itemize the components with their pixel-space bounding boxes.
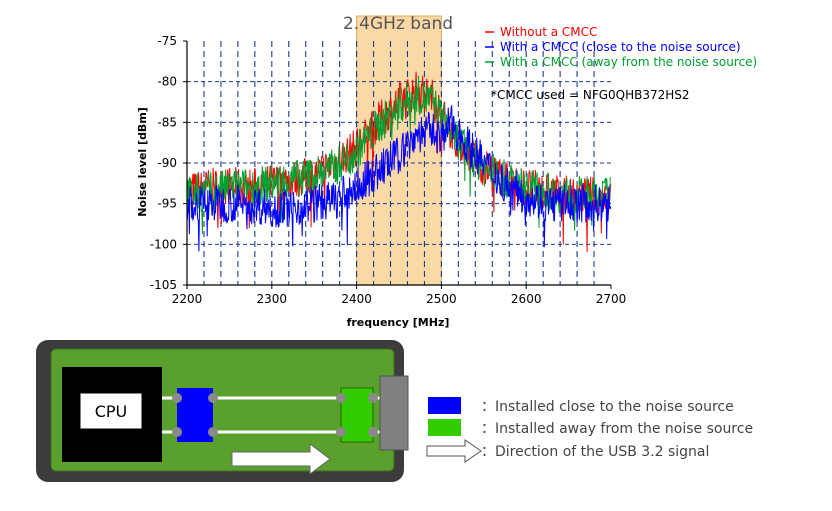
usb-connector [379,375,409,451]
cpu-label-box [79,392,143,430]
x-tick-label: 2200 [172,292,203,306]
x-tick-label: 2700 [596,292,627,306]
cmcc-note: *CMCC used = NFG0QHB372HS2 [491,88,690,102]
cmcc-away-pad [336,427,346,437]
x-tick-label: 2300 [257,292,288,306]
cmcc-away-component [340,387,374,443]
x-tick-label: 2600 [511,292,542,306]
legend-entry: With a CMCC (close to the noise source) [500,40,741,54]
x-tick-label: 2400 [341,292,372,306]
y-tick-label: -95 [157,197,177,211]
signal-direction-arrow [231,443,331,475]
series-line-cmcc-close [186,105,612,252]
y-tick-label: -100 [150,237,177,251]
legend-text-close: ：Installed close to the noise source [481,399,734,415]
legend-swatch-away [428,419,461,436]
legend-entry: With a CMCC (away from the noise source) [500,55,757,69]
cmcc-close-pad [208,427,218,437]
cmcc-away-pad [336,393,346,403]
legend-arrow-icon [426,439,482,463]
cmcc-close-pad [208,393,218,403]
legend-text-away: ：Installed away from the noise source [481,421,753,437]
y-tick-label: -105 [150,278,177,292]
cmcc-close-pad [172,427,182,437]
y-tick-label: -80 [157,75,177,89]
diagram-legend: ：Installed close to the noise source ：In… [426,397,753,463]
cmcc-close-component [177,388,213,442]
x-tick-label: 2500 [426,292,457,306]
y-axis-label: Noise level [dBm] [136,107,149,217]
cmcc-away-pad [368,393,378,403]
band-highlight [356,15,442,286]
band-label: 2.4GHz band [343,14,453,34]
x-axis-label: frequency [MHz] [347,316,450,329]
legend-text-direction: ：Direction of the USB 3.2 signal [481,444,709,460]
y-tick-label: -75 [157,34,177,48]
cmcc-close-pad [172,393,182,403]
cmcc-away-pad [368,427,378,437]
legend-swatch-close [428,397,461,414]
y-tick-label: -90 [157,156,177,170]
legend-entry: Without a CMCC [500,25,597,39]
y-tick-label: -85 [157,115,177,129]
pcb-diagram: CPU [36,340,409,482]
cpu-label: CPU [95,402,128,421]
